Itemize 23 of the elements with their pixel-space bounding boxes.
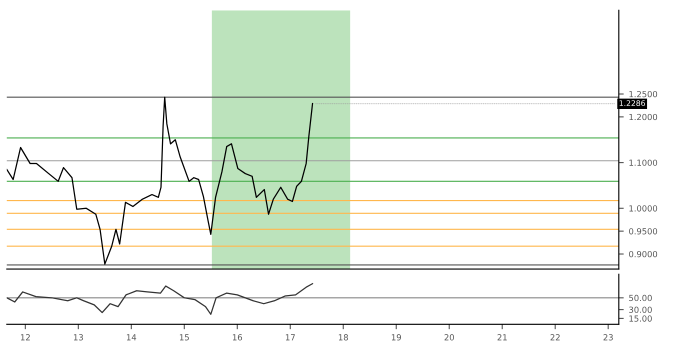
- y-tick-label: 50.00: [629, 294, 652, 302]
- x-tick-label: 12: [20, 334, 30, 340]
- y-tick-label: 1.2000: [629, 114, 658, 120]
- x-tick-label: 16: [232, 334, 242, 340]
- x-tick-label: 17: [286, 334, 295, 340]
- y-tick-label: 0.9500: [629, 228, 658, 234]
- x-tick-label: 18: [338, 334, 348, 340]
- x-tick-label: 20: [444, 334, 454, 340]
- y-tick-label: 1.0000: [629, 205, 658, 212]
- y-tick-label: 0.9000: [629, 250, 658, 258]
- line-series: [6, 96, 314, 265]
- x-tick-label: 19: [392, 334, 401, 340]
- x-tick-label: 21: [498, 334, 507, 340]
- y-tick-label: 1.2500: [629, 90, 658, 98]
- line-series: [6, 283, 314, 315]
- x-tick-label: 23: [604, 334, 613, 340]
- y-tick-label: 15.00: [629, 315, 652, 322]
- x-tick-label: 13: [74, 334, 83, 340]
- y-tick-label: 30.00: [629, 306, 652, 313]
- x-tick-label: 15: [180, 334, 189, 340]
- x-tick-label: 22: [550, 334, 560, 340]
- x-tick-label: 14: [126, 334, 136, 340]
- y-tick-label: 1.1000: [629, 160, 658, 166]
